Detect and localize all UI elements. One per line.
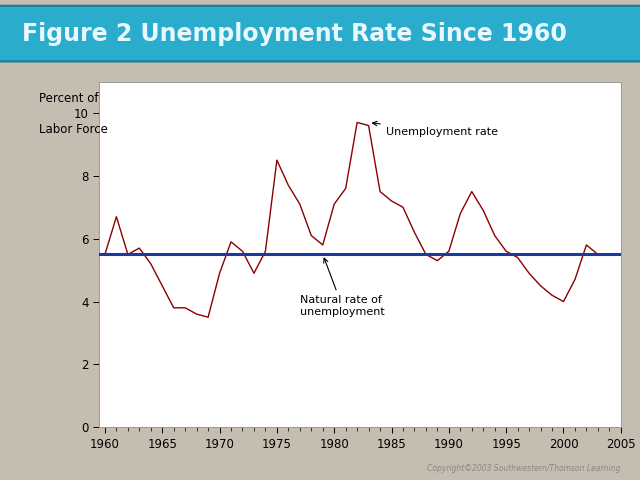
- FancyBboxPatch shape: [0, 6, 640, 61]
- Text: Percent of: Percent of: [39, 92, 99, 105]
- Text: Unemployment rate: Unemployment rate: [372, 121, 498, 137]
- Text: Figure 2 Unemployment Rate Since 1960: Figure 2 Unemployment Rate Since 1960: [22, 22, 567, 46]
- Text: Labor Force: Labor Force: [39, 123, 108, 136]
- Text: Natural rate of
unemployment: Natural rate of unemployment: [300, 258, 385, 317]
- Text: Copyright©2003 Southwestern/Thomson Learning: Copyright©2003 Southwestern/Thomson Lear…: [428, 464, 621, 473]
